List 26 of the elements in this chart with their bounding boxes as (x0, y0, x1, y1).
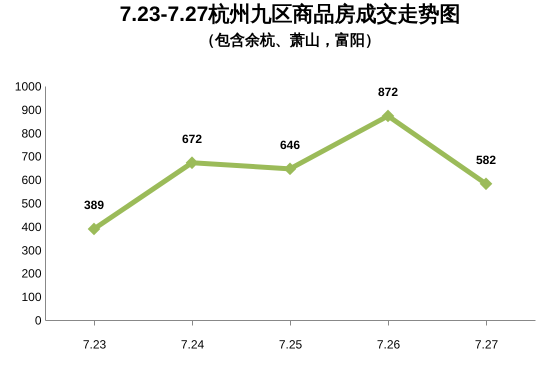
x-tick-label: 7.26 (376, 338, 400, 352)
data-label: 872 (378, 84, 398, 99)
point (382, 110, 394, 122)
y-tick-label: 1000 (14, 80, 42, 94)
x-tick-label: 7.23 (82, 338, 106, 352)
x-tick-label: 7.27 (474, 338, 498, 352)
y-tick-label: 600 (21, 173, 42, 188)
y-tick-label: 300 (21, 243, 42, 258)
y-tick-label: 800 (21, 126, 42, 140)
x-tick-label: 7.24 (180, 338, 204, 352)
y-tick-label: 700 (21, 150, 42, 164)
y-tick-label: 200 (21, 266, 42, 281)
data-label: 646 (280, 138, 300, 152)
y-tick-label: 0 (34, 314, 42, 328)
y-tick-label: 900 (21, 102, 42, 117)
data-label: 672 (182, 132, 202, 146)
point (88, 222, 100, 236)
x-tick-label: 7.25 (278, 338, 302, 352)
y-tick-label: 500 (21, 196, 42, 210)
data-label: 389 (84, 198, 104, 212)
y-tick-label: 400 (21, 220, 42, 234)
data-label: 582 (476, 152, 496, 167)
point (480, 177, 492, 190)
chart-subtitle: （包含余杭、萧山，富阳） (200, 31, 380, 49)
chart-title: 7.23-7.27杭州九区商品房成交走势图 (120, 2, 460, 26)
y-tick-label: 100 (21, 290, 42, 304)
